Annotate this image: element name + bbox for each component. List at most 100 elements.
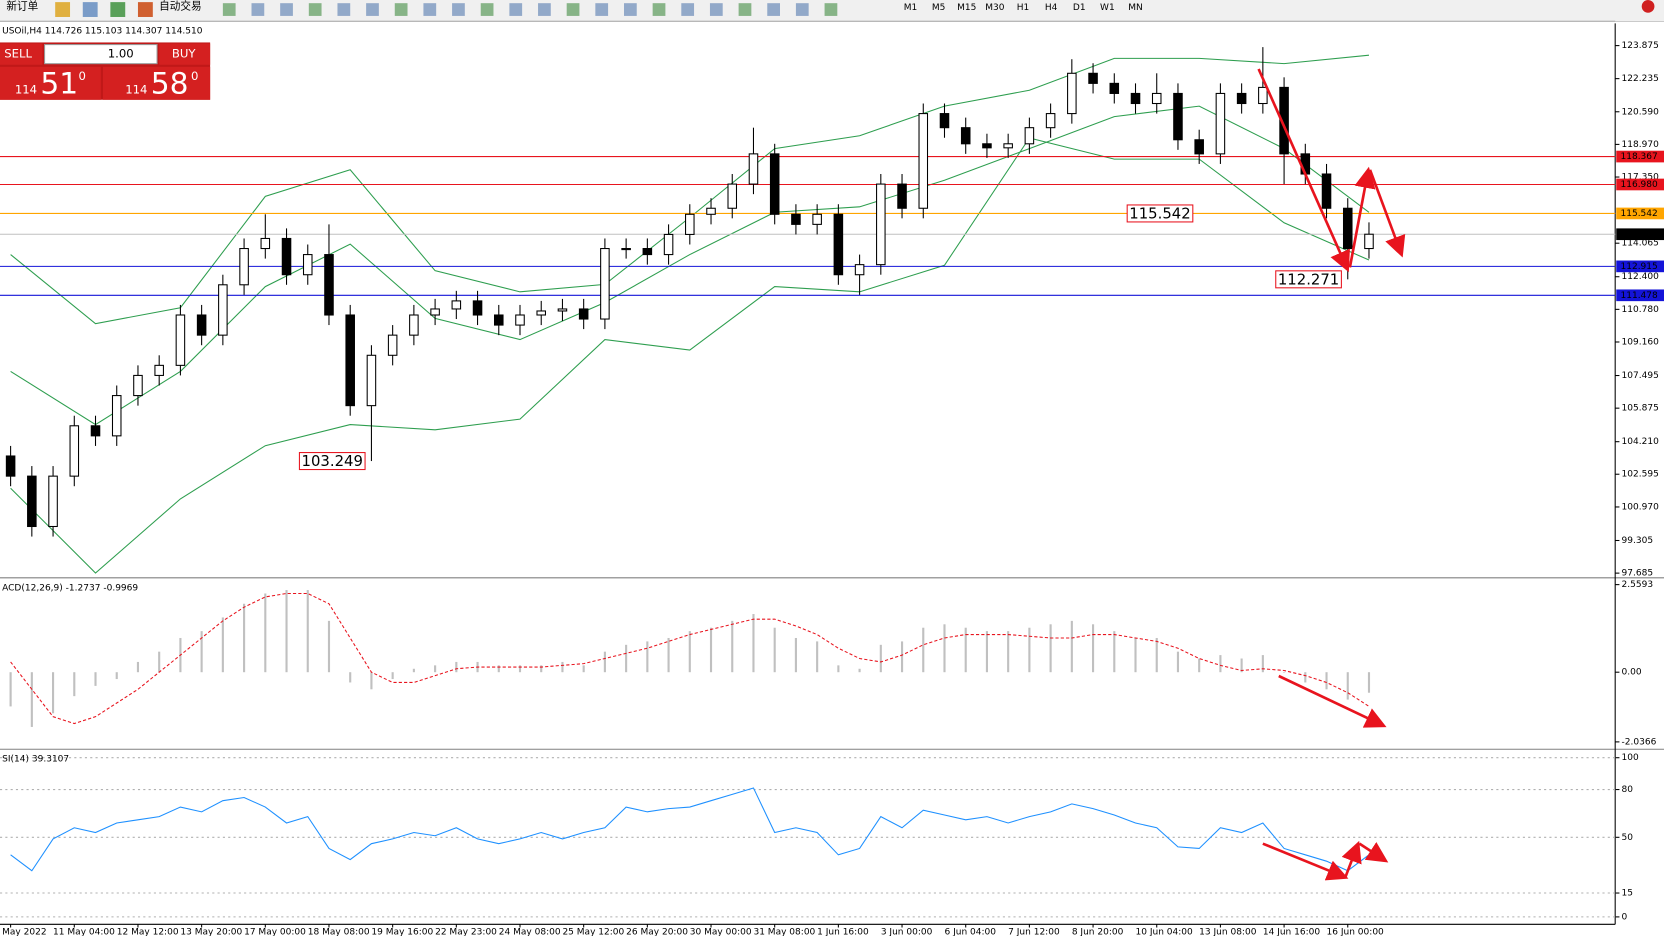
- y-tick-label: 107.495: [1622, 371, 1659, 381]
- bollinger-middle: [10, 105, 1370, 426]
- y-tick-label: 118.970: [1622, 140, 1660, 150]
- macd-bar: [264, 593, 267, 673]
- timeframe-button[interactable]: M1: [904, 3, 918, 13]
- timeframe-button[interactable]: H4: [1045, 3, 1058, 13]
- arrow: [1341, 840, 1362, 878]
- buy-price[interactable]: [102, 66, 211, 100]
- bid-pips: 51: [40, 66, 78, 101]
- macd-bar: [858, 668, 861, 673]
- timeframe-button[interactable]: D1: [1073, 3, 1086, 13]
- tool-icon: [795, 3, 809, 16]
- macd-bar: [879, 644, 882, 673]
- y-tick-label: 0.00: [1622, 668, 1642, 678]
- buy-label[interactable]: BUY: [172, 47, 197, 61]
- macd-bar: [561, 661, 564, 673]
- icon[interactable]: [55, 2, 71, 17]
- buy-button[interactable]: [159, 43, 211, 65]
- candle-body: [727, 183, 738, 209]
- level-tag: [1616, 260, 1664, 273]
- macd-signal: [10, 592, 1370, 725]
- candle-body: [706, 207, 716, 215]
- y-tick-label: 100: [1622, 753, 1639, 763]
- sell-price[interactable]: [0, 66, 101, 100]
- tool-icon: [709, 3, 723, 16]
- macd-bar: [794, 637, 797, 673]
- y-tick-label: 15: [1622, 889, 1633, 899]
- bid-fraction: 0: [79, 69, 86, 83]
- level-label: 118.367: [1620, 152, 1657, 162]
- level-tag: [1616, 289, 1664, 302]
- y-tick-label: 120.590: [1622, 107, 1660, 117]
- macd-bar: [455, 661, 458, 673]
- candle-body: [366, 354, 377, 407]
- timeframe-button[interactable]: H1: [1017, 3, 1030, 13]
- notification[interactable]: [1641, 0, 1655, 13]
- macd-bar: [688, 631, 691, 673]
- timeframe-button[interactable]: W1: [1100, 3, 1115, 13]
- icon[interactable]: [137, 2, 153, 17]
- timeframe-button[interactable]: M15: [957, 3, 976, 13]
- lot-value[interactable]: 1.00: [108, 47, 134, 61]
- icon[interactable]: [110, 2, 126, 17]
- timeframe-button[interactable]: M5: [932, 3, 946, 13]
- y-tick-label: 97.685: [1622, 569, 1654, 579]
- tool-icon: [337, 3, 351, 16]
- price-annotation: 115.542: [1129, 205, 1190, 223]
- candle-body: [345, 314, 355, 407]
- candle-body: [1321, 173, 1332, 209]
- macd-bar: [136, 661, 140, 673]
- chart-title: SI(14) 39.3107: [2, 754, 69, 764]
- candle-body: [302, 254, 313, 276]
- search[interactable]: [1615, 0, 1664, 22]
- sell-button[interactable]: [0, 43, 43, 65]
- macd-bar: [646, 641, 649, 673]
- x-tick-label: 25 May 12:00: [562, 927, 624, 936]
- candle-body: [918, 113, 929, 209]
- ask-pips: 58: [151, 66, 189, 101]
- price-annotation: 112.271: [1278, 270, 1339, 288]
- icon[interactable]: [82, 2, 98, 17]
- tool-icons: [222, 3, 838, 16]
- tool-icon: [767, 3, 780, 16]
- x-tick-label: 16 Jun 00:00: [1327, 927, 1385, 936]
- candle-body: [472, 300, 483, 316]
- macd-bar: [1092, 624, 1095, 673]
- candle-body: [833, 213, 844, 276]
- candle-body: [1364, 233, 1374, 250]
- macd-bar: [985, 631, 988, 673]
- timeframe-button[interactable]: M30: [985, 3, 1005, 13]
- macd-bar: [1325, 672, 1328, 690]
- x-tick-label: 14 Jun 16:00: [1263, 927, 1321, 936]
- annotation-box: [298, 452, 366, 471]
- ask-big: 114: [125, 83, 147, 97]
- chart-title: ACD(12,26,9) -1.2737 -0.9969: [2, 583, 138, 593]
- y-tick-label: 109.160: [1622, 337, 1660, 347]
- arrow: [1348, 166, 1376, 268]
- macd-bar: [1176, 651, 1180, 673]
- candle-body: [897, 183, 907, 209]
- macd-bar: [667, 637, 670, 673]
- macd-bar: [30, 672, 33, 727]
- sell-label[interactable]: SELL: [4, 47, 32, 61]
- rsi-line: [10, 787, 1370, 872]
- tool-icon: [251, 3, 265, 16]
- candle-body: [960, 127, 971, 145]
- candle-body: [48, 475, 58, 528]
- y-tick-label: 80: [1622, 785, 1634, 795]
- x-tick-label: 22 May 23:00: [435, 927, 497, 936]
- auto-trading-button[interactable]: 自动交易: [159, 0, 201, 12]
- x-tick-label: 18 May 08:00: [308, 927, 370, 936]
- tool-icon: [308, 3, 322, 16]
- y-tick-label: 99.305: [1622, 536, 1654, 546]
- new-order-button[interactable]: 新订单: [6, 0, 38, 12]
- lot-input[interactable]: [44, 44, 158, 65]
- x-tick-label: 1 Jun 16:00: [817, 927, 869, 936]
- macd-bar: [540, 665, 543, 673]
- timeframe-button[interactable]: MN: [1128, 3, 1143, 13]
- candle-body: [1215, 92, 1226, 155]
- y-tick-label: 112.400: [1622, 272, 1660, 282]
- tool-icon: [624, 3, 637, 16]
- macd-bar: [709, 627, 713, 673]
- y-tick-label: 104.210: [1622, 437, 1660, 447]
- y-tick-label: 0: [1622, 912, 1628, 922]
